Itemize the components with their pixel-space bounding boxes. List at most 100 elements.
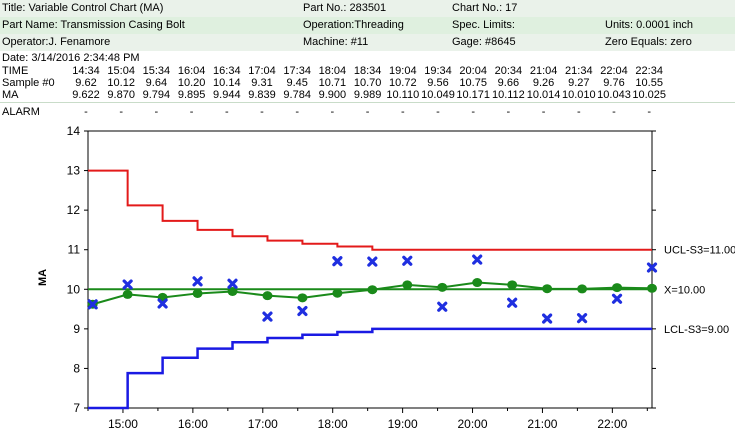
table-divider	[0, 102, 735, 103]
time-cell: 14:34	[72, 65, 100, 77]
date: Date: 3/14/2016 2:34:48 PM	[2, 52, 140, 64]
chart-title: Title: Variable Control Chart (MA)	[2, 2, 164, 14]
alarm-cell: -	[224, 106, 229, 118]
sample-cell: 10.20	[177, 77, 206, 89]
x-tick-label: 21:00	[527, 417, 557, 431]
ma-cell: 9.895	[177, 89, 206, 101]
time-cell: 16:04	[177, 65, 206, 77]
header-row-2: Part Name: Transmission Casing Bolt Oper…	[0, 17, 735, 34]
alarm-cell: -	[84, 106, 88, 118]
part-no: Part No.: 283501	[303, 2, 387, 14]
alarm-cell: -	[330, 106, 335, 118]
x-tick-label: 18:00	[318, 417, 348, 431]
time-row: TIME 14:34 15:04 15:34 16:04 16:34 17:04 17:34…	[0, 65, 735, 77]
sample-cell: 10.71	[318, 77, 347, 89]
sample-marker	[332, 256, 343, 267]
ma-cell: 9.622	[72, 89, 100, 101]
time-cell: 21:34	[565, 65, 593, 77]
y-tick-label: 13	[67, 164, 81, 178]
ma-cell: 10.014	[526, 89, 561, 101]
time-row-label: TIME	[2, 65, 29, 77]
sample-cell: 9.66	[497, 77, 520, 89]
ma-cell: 9.989	[353, 89, 382, 101]
sample-cell: 10.75	[459, 77, 487, 89]
zero-equals: Zero Equals: zero	[605, 36, 692, 48]
alarm-cell: -	[506, 106, 511, 118]
spec-limits: Spec. Limits:	[452, 19, 515, 31]
y-tick-label: 14	[67, 124, 81, 138]
ma-row-label: MA	[2, 89, 19, 101]
ma-point	[332, 288, 343, 298]
ma-cell: 10.025	[632, 89, 667, 101]
sample-cell: 9.76	[603, 77, 625, 89]
y-tick-label: 7	[73, 401, 80, 415]
operator: Operator:J. Fenamore	[2, 36, 111, 48]
ma-point	[437, 282, 448, 292]
alarm-row-label: ALARM	[2, 106, 40, 118]
y-tick-label: 12	[67, 203, 81, 217]
ma-point	[647, 283, 657, 293]
header-row-1: Title: Variable Control Chart (MA) Part …	[0, 0, 735, 17]
alarm-cell: -	[260, 106, 264, 118]
alarm-cell: -	[576, 106, 581, 118]
ma-point	[262, 291, 273, 301]
control-chart-plot: 7 8 9 10 11 12 13 14 MA 15:00 16:00 17:00 18:00 19:00…	[37, 124, 735, 431]
y-tick-label: 9	[73, 322, 80, 336]
sample-cell: 10.14	[213, 77, 241, 89]
chart-no: Chart No.: 17	[452, 2, 518, 14]
gage: Gage: #8645	[452, 36, 516, 48]
sample-marker	[402, 255, 413, 266]
sample-cell: 9.64	[145, 77, 168, 89]
sample-cell: 10.70	[353, 77, 382, 89]
ma-cell: 9.784	[283, 89, 311, 101]
plot-frame	[87, 130, 653, 409]
header-row-4: Date: 3/14/2016 2:34:48 PM	[0, 51, 735, 68]
time-cell: 21:04	[529, 65, 558, 77]
center-label: X=10.00	[664, 284, 705, 296]
ma-point	[612, 283, 623, 293]
time-cell: 19:04	[389, 65, 417, 77]
sample-cell: 10.12	[107, 77, 135, 89]
sample-marker	[576, 313, 588, 324]
ma-point	[227, 287, 238, 297]
sample-cell: 9.31	[251, 77, 273, 89]
ma-point	[542, 284, 553, 294]
time-cell: 20:04	[459, 65, 487, 77]
time-cell: 15:34	[142, 65, 171, 77]
sample-marker	[542, 313, 553, 324]
alarm-cell: -	[647, 106, 652, 118]
ma-point	[367, 285, 378, 295]
part-name: Part Name: Transmission Casing Bolt	[2, 19, 185, 31]
sample-row-label: Sample #0	[2, 77, 55, 89]
time-cell: 15:04	[107, 65, 135, 77]
y-tick-label: 10	[67, 282, 81, 296]
sample-marker	[507, 297, 518, 308]
alarm-cell: -	[612, 106, 616, 118]
ma-cell: 10.112	[491, 89, 525, 101]
time-cell: 20:34	[494, 65, 523, 77]
ma-point	[402, 280, 413, 290]
time-cell: 22:34	[635, 65, 663, 77]
sample-marker	[297, 305, 308, 317]
sample-cell: 9.27	[568, 77, 590, 89]
ma-cell: 9.794	[142, 89, 171, 101]
x-tick-label: 20:00	[458, 417, 488, 431]
sample-marker	[472, 254, 483, 265]
y-tick-label: 11	[68, 243, 81, 257]
ma-cell: 9.900	[318, 89, 347, 101]
alarm-cell: -	[295, 106, 300, 118]
operation: Operation:Threading	[303, 19, 404, 31]
ma-point	[577, 284, 588, 294]
sample-marker	[227, 278, 238, 289]
alarm-row: ALARM - - - - - - - - - - - - - - - - -	[0, 106, 735, 118]
sample-marker	[157, 298, 168, 309]
ucl-line	[88, 169, 652, 251]
alarm-cell: -	[189, 106, 194, 118]
x-tick-label: 16:00	[178, 417, 208, 431]
x-tick-label: 15:00	[108, 417, 138, 431]
sample-cell: 10.72	[389, 77, 417, 89]
time-cell: 17:04	[248, 65, 276, 77]
sample-marker	[646, 262, 658, 273]
ma-row: MA 9.622 9.870 9.794 9.895 9.944 9.839 9.784 9.…	[0, 89, 735, 101]
ucl-label: UCL-S3=11.00	[664, 245, 735, 257]
